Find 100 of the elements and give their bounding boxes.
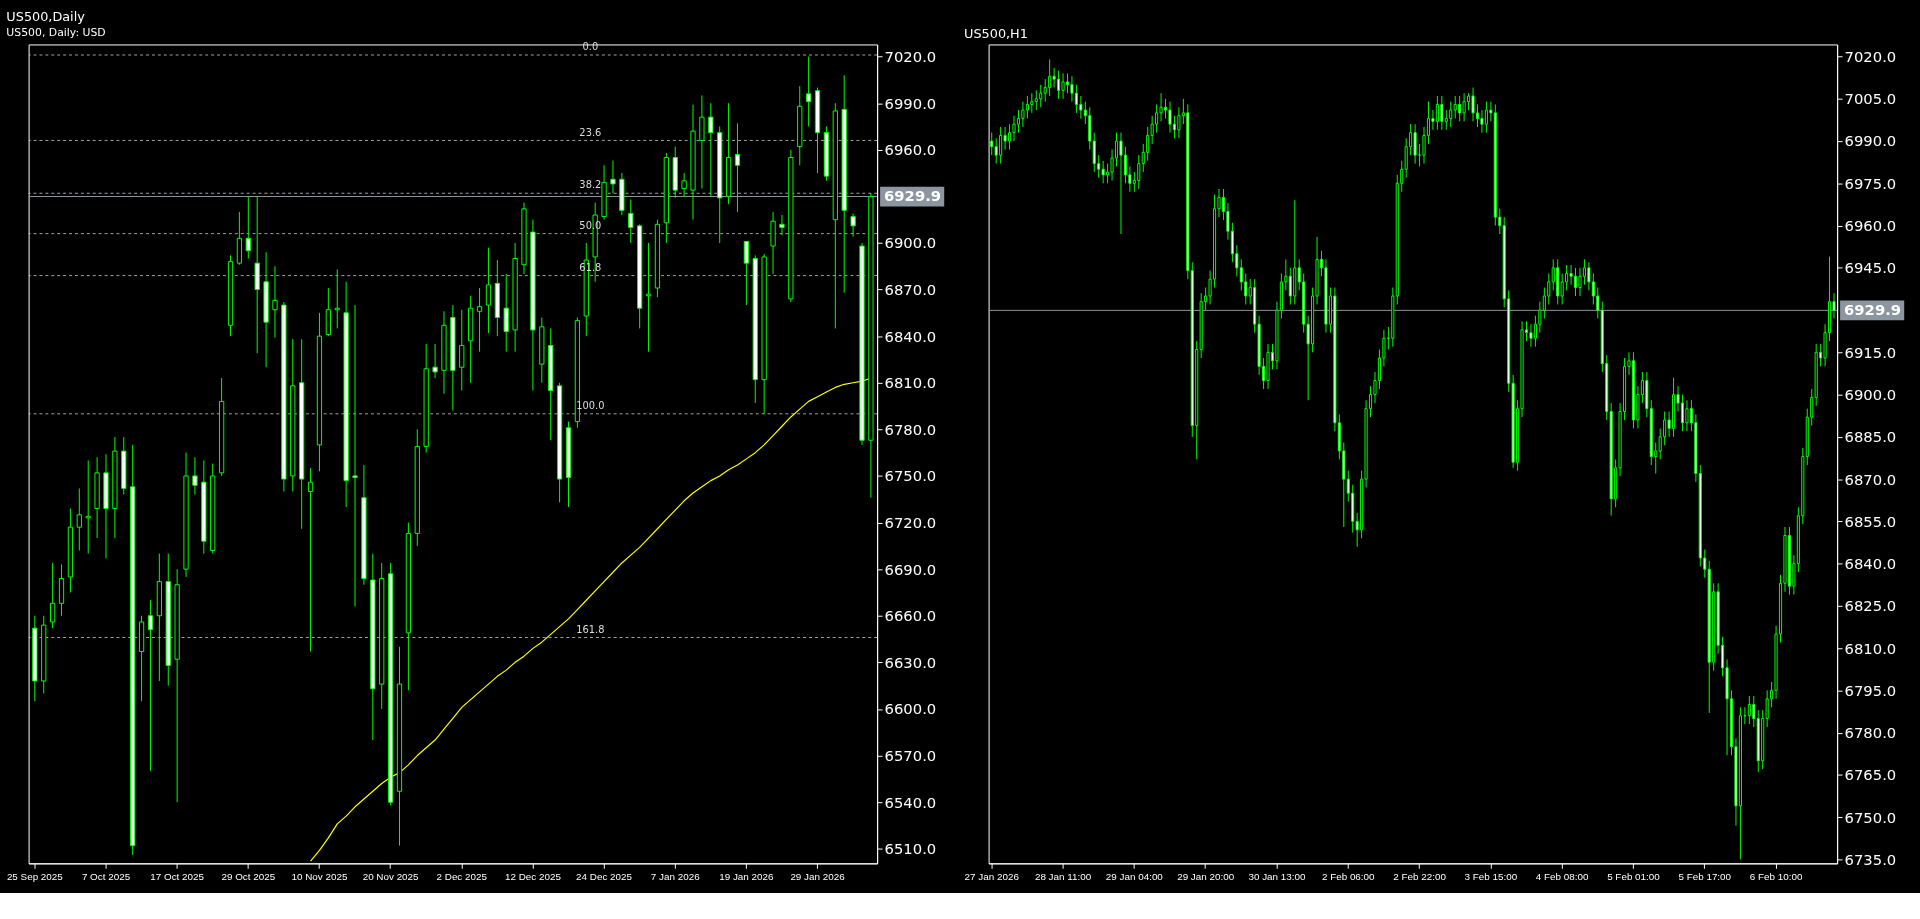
chart-subtitle: US500, Daily: USD (6, 26, 106, 40)
x-tick-label: 7 Jan 2026 (650, 870, 701, 882)
y-tick-label: 6600.0 (884, 700, 937, 718)
y-tick-label: 6870.0 (1844, 470, 1897, 488)
candlestick (850, 212, 856, 238)
candlestick (1413, 123, 1417, 165)
candlestick (1578, 267, 1582, 297)
x-tick-label: 29 Jan 2026 (790, 870, 846, 882)
x-tick-label: 2 Feb 06:00 (1321, 870, 1376, 882)
candlestick (1030, 92, 1034, 114)
candlestick (1685, 399, 1689, 432)
candlestick (1480, 109, 1484, 134)
candlestick (1137, 154, 1141, 190)
candlestick (806, 56, 812, 127)
candlestick (708, 102, 714, 197)
candlestick (681, 172, 687, 197)
candlestick (1119, 132, 1123, 235)
candlestick (352, 304, 358, 607)
candlestick (192, 456, 198, 496)
y-tick-label: 6720.0 (884, 513, 937, 531)
ref-line-label: 6929.9 (884, 187, 942, 205)
y-tick-label: 6510.0 (884, 840, 937, 858)
x-tick-label: 10 Nov 2025 (291, 870, 348, 882)
candlestick (1043, 78, 1047, 103)
x-tick-label: 2 Dec 2025 (436, 870, 488, 882)
y-tick-label: 6900.0 (884, 234, 937, 252)
candlestick (1529, 323, 1533, 348)
candlestick (1471, 87, 1475, 122)
x-tick-label: 29 Jan 04:00 (1105, 870, 1164, 882)
candlestick (1573, 267, 1578, 297)
y-tick-label: 6570.0 (884, 746, 937, 764)
candlestick (994, 137, 998, 165)
y-tick-label: 6765.0 (1844, 766, 1897, 784)
y-tick-label: 6780.0 (1844, 724, 1897, 742)
annotation: 38.2 (579, 179, 602, 191)
y-tick-label: 6870.0 (884, 280, 937, 298)
candlestick (272, 265, 278, 339)
y-tick-label: 6915.0 (1844, 343, 1897, 361)
annotation: 23.6 (579, 126, 602, 138)
annotation: 161.8 (576, 623, 605, 635)
y-tick-label: 6990.0 (1844, 132, 1897, 150)
candlestick (1449, 101, 1453, 128)
candlestick (459, 309, 465, 392)
y-tick-label: 6660.0 (884, 607, 937, 625)
candlestick (1453, 95, 1457, 120)
candlestick (1462, 92, 1466, 122)
y-tick-label: 6900.0 (1844, 386, 1897, 404)
candlestick (1092, 132, 1096, 173)
candlestick (503, 273, 509, 353)
candlestick (628, 198, 634, 244)
candlestick (1012, 115, 1016, 142)
x-tick-label: 20 Nov 2025 (362, 870, 420, 882)
candlestick (1288, 267, 1292, 305)
candlestick (734, 122, 741, 213)
candlestick (1021, 101, 1025, 128)
x-tick-label: 24 Dec 2025 (576, 870, 633, 882)
y-tick-label: 6630.0 (884, 653, 937, 671)
x-tick-label: 5 Feb 01:00 (1607, 870, 1661, 882)
candlestick (699, 94, 705, 190)
candlestick (1065, 72, 1070, 94)
x-tick-label: 29 Oct 2025 (221, 870, 276, 882)
y-tick-label: 6960.0 (884, 141, 937, 159)
candlestick (85, 459, 91, 555)
candlestick (485, 247, 492, 334)
y-tick-label: 6960.0 (1844, 217, 1897, 235)
candlestick (1079, 95, 1083, 120)
x-tick-label: 6 Feb 10:00 (1749, 870, 1803, 882)
x-tick-label: 29 Jan 20:00 (1177, 870, 1235, 882)
candlestick (743, 240, 750, 306)
candlestick (779, 214, 785, 236)
x-tick-label: 19 Jan 2026 (719, 870, 775, 882)
y-tick-label: 6855.0 (1844, 512, 1897, 530)
candlestick (1039, 84, 1043, 108)
y-tick-label: 6540.0 (884, 793, 937, 811)
candlestick (334, 268, 340, 329)
candlestick (1146, 126, 1150, 162)
y-tick-label: 6735.0 (1844, 850, 1897, 868)
y-tick-label: 6885.0 (1844, 428, 1897, 446)
candlestick (1680, 394, 1685, 432)
candlestick (610, 160, 616, 194)
ref-line-label: 6929.9 (1844, 301, 1902, 319)
y-tick-label: 7020.0 (884, 47, 937, 65)
candlestick (1159, 92, 1163, 122)
candlestick (476, 287, 483, 353)
x-tick-label: 28 Jan 11:00 (1034, 870, 1092, 882)
candlestick (1070, 75, 1074, 103)
x-tick-label: 7 Oct 2025 (81, 870, 131, 882)
candlestick (1440, 95, 1444, 131)
candlestick (1052, 67, 1056, 89)
y-tick-label: 6810.0 (1844, 639, 1897, 657)
candlestick (432, 343, 438, 379)
y-tick-label: 6840.0 (884, 327, 937, 345)
y-tick-label: 6840.0 (1844, 555, 1897, 573)
y-tick-label: 6945.0 (1844, 259, 1897, 277)
y-tick-label: 6690.0 (884, 560, 937, 578)
candlestick (1034, 89, 1038, 111)
y-tick-label: 6990.0 (884, 94, 937, 112)
candlestick (307, 467, 314, 652)
y-tick-label: 6810.0 (884, 374, 937, 392)
y-tick-label: 6975.0 (1844, 174, 1897, 192)
